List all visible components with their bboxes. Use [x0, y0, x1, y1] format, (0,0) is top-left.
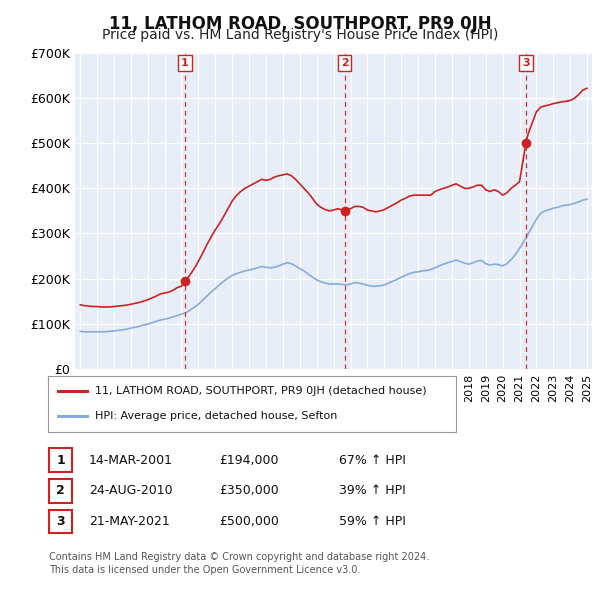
Text: 67% ↑ HPI: 67% ↑ HPI — [339, 454, 406, 467]
Text: £500,000: £500,000 — [219, 515, 279, 528]
Text: 1: 1 — [56, 454, 65, 467]
Text: 11, LATHOM ROAD, SOUTHPORT, PR9 0JH: 11, LATHOM ROAD, SOUTHPORT, PR9 0JH — [109, 15, 491, 34]
Text: This data is licensed under the Open Government Licence v3.0.: This data is licensed under the Open Gov… — [49, 565, 361, 575]
Text: 24-AUG-2010: 24-AUG-2010 — [89, 484, 172, 497]
Text: 3: 3 — [522, 58, 530, 68]
Text: 21-MAY-2021: 21-MAY-2021 — [89, 515, 170, 528]
Text: 59% ↑ HPI: 59% ↑ HPI — [339, 515, 406, 528]
Text: HPI: Average price, detached house, Sefton: HPI: Average price, detached house, Seft… — [95, 411, 337, 421]
Text: 11, LATHOM ROAD, SOUTHPORT, PR9 0JH (detached house): 11, LATHOM ROAD, SOUTHPORT, PR9 0JH (det… — [95, 386, 427, 396]
Text: Contains HM Land Registry data © Crown copyright and database right 2024.: Contains HM Land Registry data © Crown c… — [49, 552, 430, 562]
Text: 14-MAR-2001: 14-MAR-2001 — [89, 454, 173, 467]
Text: 3: 3 — [56, 515, 65, 528]
Text: £350,000: £350,000 — [219, 484, 279, 497]
Text: £194,000: £194,000 — [219, 454, 278, 467]
Text: 39% ↑ HPI: 39% ↑ HPI — [339, 484, 406, 497]
Text: 2: 2 — [56, 484, 65, 497]
Text: 1: 1 — [181, 58, 189, 68]
Text: Price paid vs. HM Land Registry's House Price Index (HPI): Price paid vs. HM Land Registry's House … — [102, 28, 498, 42]
Text: 2: 2 — [341, 58, 349, 68]
